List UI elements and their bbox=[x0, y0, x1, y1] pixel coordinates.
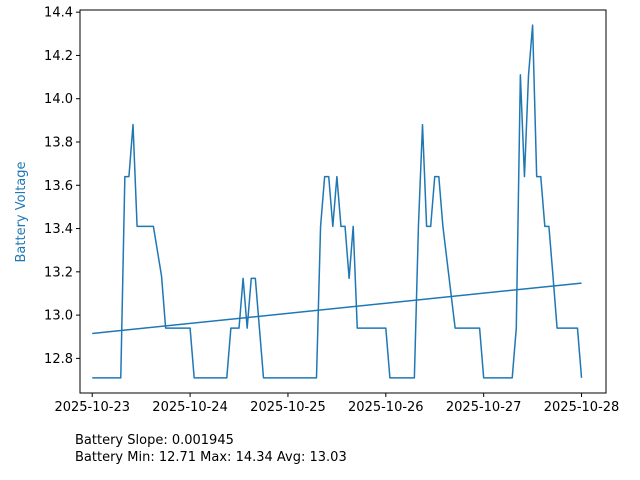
x-tick-label: 2025-10-26 bbox=[348, 400, 424, 415]
y-axis-label: Battery Voltage bbox=[14, 161, 29, 262]
x-tick-label: 2025-10-25 bbox=[250, 400, 326, 415]
y-tick-label: 14.2 bbox=[44, 49, 73, 64]
battery-summary-text: Battery Min: 12.71 Max: 14.34 Avg: 13.03 bbox=[75, 450, 347, 465]
battery-slope-text: Battery Slope: 0.001945 bbox=[75, 433, 234, 448]
y-tick-label: 13.0 bbox=[44, 309, 73, 324]
trend-line bbox=[92, 282, 582, 335]
x-tick-label: 2025-10-24 bbox=[152, 400, 228, 415]
y-tick-label: 12.8 bbox=[44, 352, 73, 367]
series-layer bbox=[92, 24, 583, 379]
y-tick-label: 14.4 bbox=[44, 6, 73, 21]
y-tick-label: 14.0 bbox=[44, 92, 73, 107]
x-tick-label: 2025-10-28 bbox=[544, 400, 620, 415]
x-tick-label: 2025-10-27 bbox=[446, 400, 522, 415]
y-tick-label: 13.4 bbox=[44, 222, 73, 237]
y-axis-ticks: 12.8 13.0 13.2 13.4 13.6 13.8 14.0 14.2 14.4 bbox=[44, 6, 80, 367]
y-tick-label: 13.2 bbox=[44, 265, 73, 280]
x-tick-label: 2025-10-23 bbox=[54, 400, 130, 415]
plot-area-frame bbox=[79, 9, 607, 394]
voltage-series-line bbox=[92, 24, 583, 379]
x-axis-ticks: 2025-10-23 2025-10-24 2025-10-25 2025-10-26… bbox=[54, 393, 619, 415]
y-tick-label: 13.6 bbox=[44, 179, 73, 194]
y-tick-label: 13.8 bbox=[44, 135, 73, 150]
